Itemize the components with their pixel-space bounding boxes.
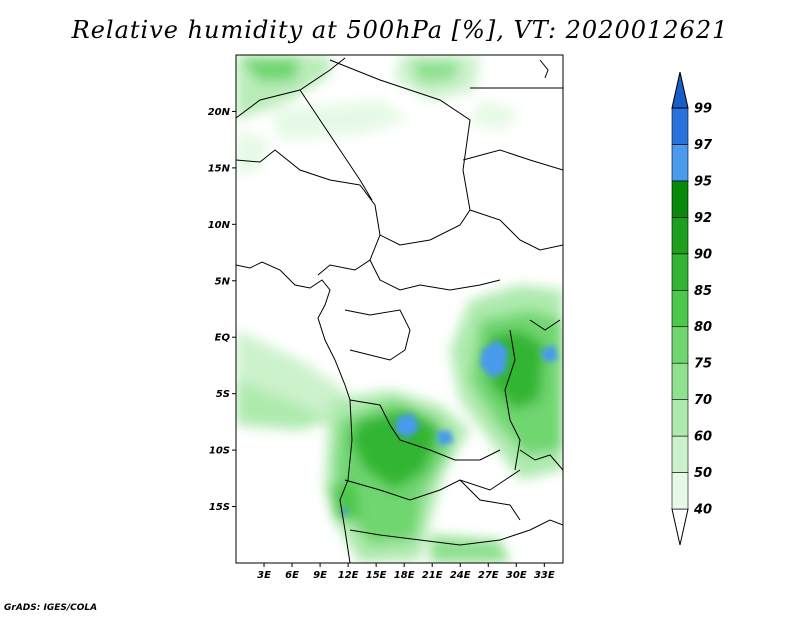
lat-tick-label: 10S: [209, 446, 230, 457]
lon-tick-label: 3E: [257, 570, 271, 581]
lat-tick-label: 15S: [209, 502, 230, 513]
colorbar-level-label: 99: [694, 102, 712, 117]
lon-tick-label: 30E: [506, 570, 527, 581]
colorbar-min-triangle: [671, 508, 689, 546]
colorbar-level-label: 50: [694, 466, 712, 481]
coastline-borders: [236, 57, 563, 563]
colorbar-segment: [671, 399, 689, 437]
lon-tick-label: 6E: [285, 570, 299, 581]
chart-title: Relative humidity at 500hPa [%], VT: 202…: [71, 16, 729, 44]
colorbar-level-label: 85: [694, 284, 712, 299]
lon-tick-label: 9E: [313, 570, 327, 581]
lon-tick-label: 27E: [478, 570, 499, 581]
colorbar-segment: [671, 435, 689, 473]
colorbar-level-label: 40: [693, 503, 712, 518]
colorbar-level-label: 75: [694, 357, 712, 372]
lon-axis: 3E 6E 9E 12E 15E 18E 21E 24E 27E 30E 33E: [257, 563, 555, 581]
humidity-field: [236, 55, 563, 563]
lat-tick-label: EQ: [215, 333, 231, 344]
colorbar-segment: [671, 144, 689, 182]
lat-axis: 20N 15N 10N 5N EQ 5S 10S 15S: [208, 107, 236, 513]
colorbar-segment: [671, 326, 689, 364]
colorbar-level-label: 90: [694, 247, 712, 262]
lon-tick-label: 33E: [534, 570, 555, 581]
grads-credit: GrADS: IGES/COLA: [4, 603, 98, 613]
colorbar-segment: [671, 253, 689, 291]
lat-tick-label: 20N: [208, 107, 231, 118]
colorbar-segment: [671, 289, 689, 328]
lat-tick-label: 10N: [208, 220, 231, 231]
colorbar-segment: [671, 362, 689, 400]
lon-tick-label: 18E: [394, 570, 415, 581]
colorbar-level-label: 70: [694, 393, 712, 408]
colorbar-segment: [671, 472, 689, 510]
colorbar-level-label: 92: [694, 211, 712, 226]
colorbar-max-triangle: [671, 71, 689, 109]
colorbar-level-label: 97: [694, 138, 713, 153]
colorbar-segment: [671, 217, 689, 255]
lon-tick-label: 12E: [338, 570, 359, 581]
colorbar-level-label: 80: [694, 320, 712, 335]
lat-tick-label: 5S: [216, 389, 230, 400]
lat-tick-label: 15N: [208, 163, 231, 174]
colorbar: 40 50 60 70 75 80 85 90 92 95 97 99: [671, 71, 713, 546]
lon-tick-label: 15E: [366, 570, 387, 581]
colorbar-segment: [671, 107, 689, 145]
lon-tick-label: 24E: [450, 570, 471, 581]
colorbar-level-label: 95: [694, 174, 712, 189]
lat-tick-label: 5N: [215, 276, 231, 287]
lon-tick-label: 21E: [422, 570, 443, 581]
colorbar-level-label: 60: [694, 430, 712, 445]
map-frame: [235, 54, 564, 564]
colorbar-segment: [671, 180, 689, 218]
